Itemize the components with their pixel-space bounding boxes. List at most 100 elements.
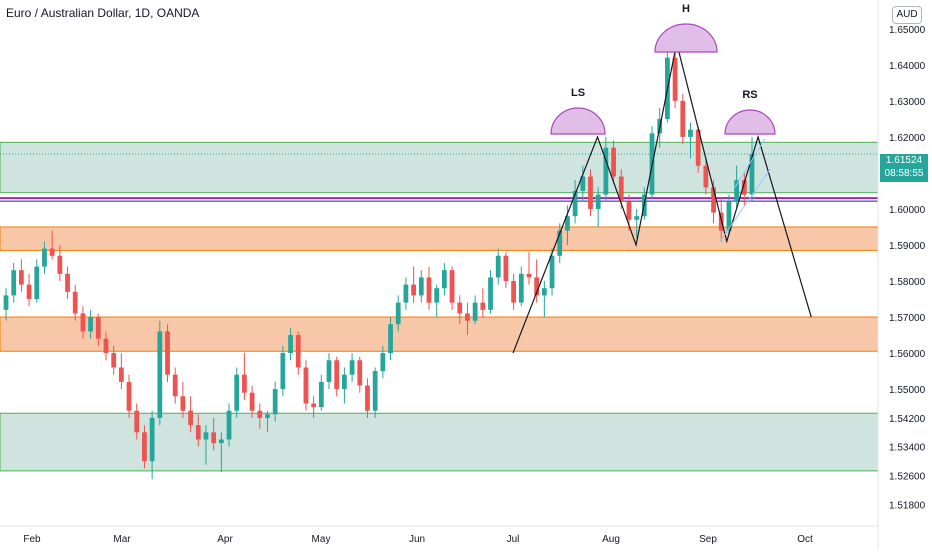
candle [418,270,424,303]
candle [403,277,409,310]
candle-body [557,230,563,256]
candle-body [334,360,340,390]
candle-body [480,302,486,310]
candle [95,313,101,346]
candle-body [118,367,124,382]
candle [180,381,186,418]
candle-body [172,374,178,397]
y-tick-label: 1.53400 [889,443,926,454]
candle-body [272,389,278,415]
x-tick-label: Mar [113,534,131,545]
candle-body [411,284,416,296]
pattern-layer: LS H RS [512,3,812,354]
candle [72,284,78,321]
candle [49,230,55,260]
candle-body [342,374,347,390]
candle [388,317,393,361]
price-axis-bg [878,0,932,550]
candle [157,320,163,426]
x-tick-label: Jun [409,534,425,545]
candle [103,331,109,361]
candle-body [441,270,447,289]
candle-body [711,187,716,213]
y-tick-label: 1.51800 [889,500,926,511]
last-price-value: 1.61524 [885,155,923,166]
candle-body [572,190,578,217]
candle [534,259,540,303]
candle-body [457,302,463,314]
candle [395,295,401,332]
candle [34,259,40,303]
candle [580,165,586,202]
candle-body [295,335,301,368]
candle-body [349,360,355,375]
candle [726,194,732,235]
candle [495,248,501,285]
candle [649,126,655,199]
candle [349,353,355,382]
candle [680,93,686,145]
candle [57,244,63,282]
candle-body [203,432,209,440]
candle-body [734,180,740,202]
candle-body [142,432,147,462]
last-price-badge: 1.61524 08:58:55 [880,154,928,182]
candle [518,266,524,307]
candle-body [211,432,217,444]
candle-body [449,270,455,303]
candle-body [226,410,232,440]
candle-body [534,277,540,296]
candle [226,403,232,447]
candle-body [249,392,255,411]
candle [549,248,555,296]
pattern-dome [654,23,718,53]
candle-body [72,291,78,314]
candle [26,273,32,307]
candle [557,223,563,263]
pattern-label: RS [742,89,757,101]
candle-body [549,255,555,289]
zone-orange-1 [0,226,879,251]
candle-body [157,331,163,418]
candle-body [257,410,263,418]
x-tick-label: Feb [23,534,41,545]
zone-orange-2 [0,316,879,352]
candle-body [472,302,478,321]
candle-body [395,302,401,325]
candle-body [503,255,509,282]
candle [211,417,217,451]
time-axis-bg [0,526,878,550]
x-tick-label: Oct [797,534,813,545]
candle-body [195,425,201,440]
pattern-label: H [682,3,690,15]
candle [165,324,170,382]
candle [111,345,117,375]
channel-line [734,138,766,188]
candle [149,410,155,480]
symbol-title: Euro / Australian Dollar, 1D, OANDA [6,6,200,20]
candle [18,259,24,292]
candle-body [749,154,755,195]
candle [749,136,755,202]
candle-body [418,277,424,296]
candle-body [603,147,609,195]
candle-body [242,374,247,393]
candle-body [3,295,9,310]
candle-body [495,255,501,278]
candle [695,126,701,173]
candle-body [218,439,224,444]
candle-body [318,381,324,408]
candle [203,425,209,465]
y-tick-label: 1.56000 [889,349,926,360]
candle [242,353,247,400]
currency-badge[interactable]: AUD [892,6,922,24]
candle [441,263,447,296]
candle [11,263,17,303]
zone-green-3 [0,412,879,472]
candle-body [234,374,240,411]
pattern-dome [724,109,776,135]
candle [634,208,640,238]
